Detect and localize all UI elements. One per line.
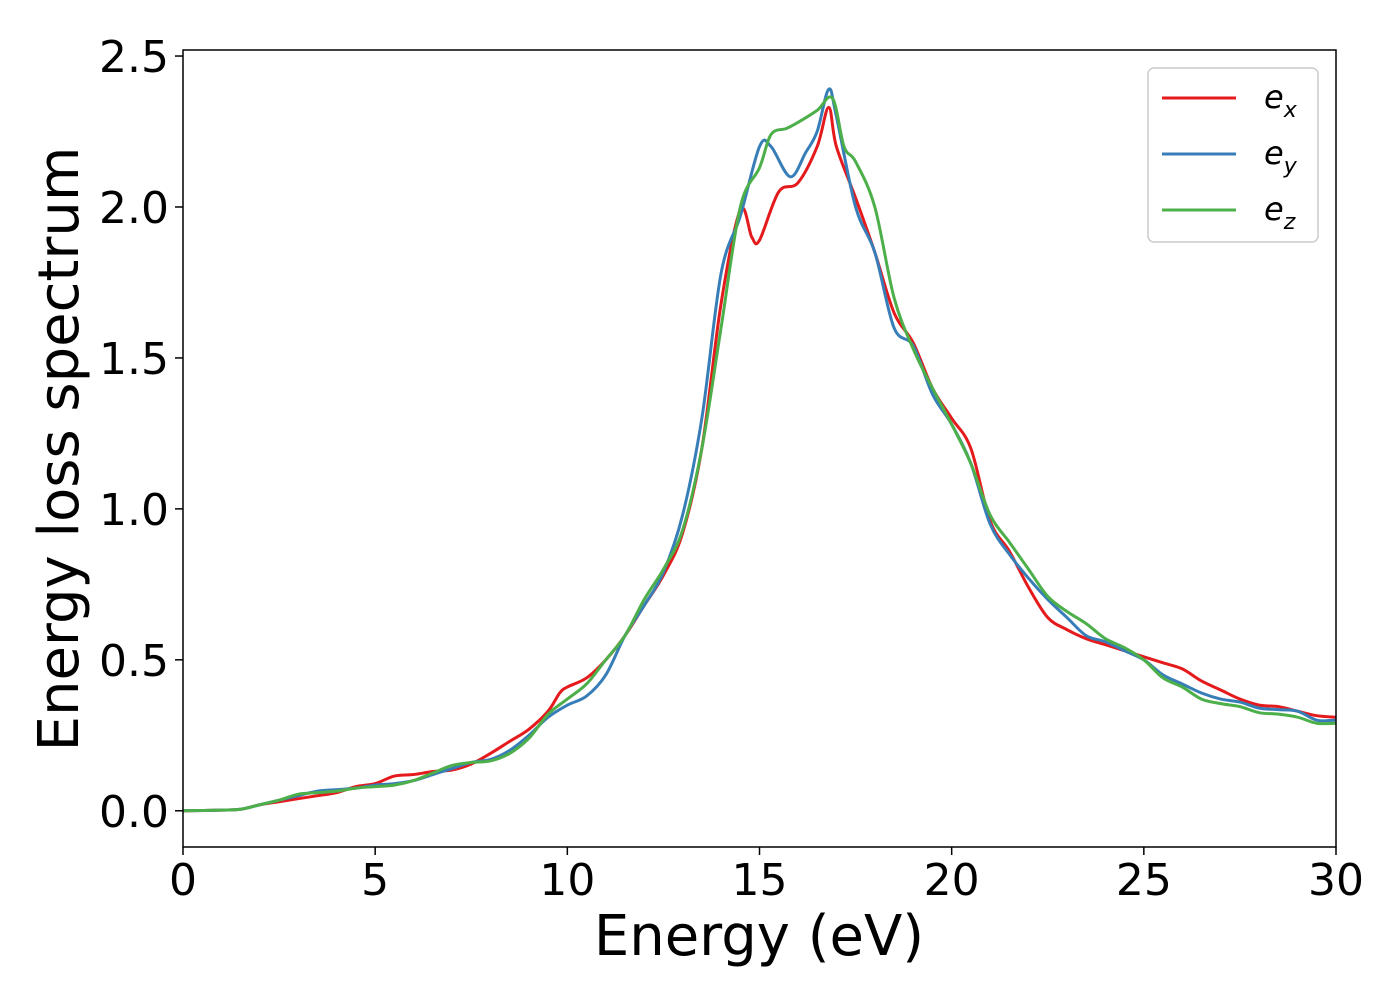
x-axis-title: Energy (eV) xyxy=(594,904,924,969)
series-line-e-z xyxy=(183,95,1336,813)
y-axis-title: Energy loss spectrum xyxy=(27,147,92,752)
y-tick-label: 0.5 xyxy=(99,636,169,687)
x-tick-label: 20 xyxy=(924,855,980,906)
x-tick-label: 30 xyxy=(1308,855,1364,906)
y-axis-ticks: 0.0 0.5 1.0 1.5 2.0 2.5 xyxy=(99,32,183,838)
x-tick-label: 5 xyxy=(361,855,389,906)
x-tick-label: 10 xyxy=(539,855,595,906)
y-tick-label: 2.5 xyxy=(99,32,169,83)
x-tick-label: 0 xyxy=(169,855,197,906)
y-tick-label: 2.0 xyxy=(99,183,169,234)
x-tick-label: 25 xyxy=(1116,855,1172,906)
y-tick-label: 1.5 xyxy=(99,334,169,385)
y-tick-label: 0.0 xyxy=(99,787,169,838)
series-layer xyxy=(183,87,1336,813)
x-tick-label: 15 xyxy=(732,855,788,906)
x-axis-ticks: 0 5 10 15 20 25 30 xyxy=(169,847,1364,906)
y-tick-label: 1.0 xyxy=(99,485,169,536)
